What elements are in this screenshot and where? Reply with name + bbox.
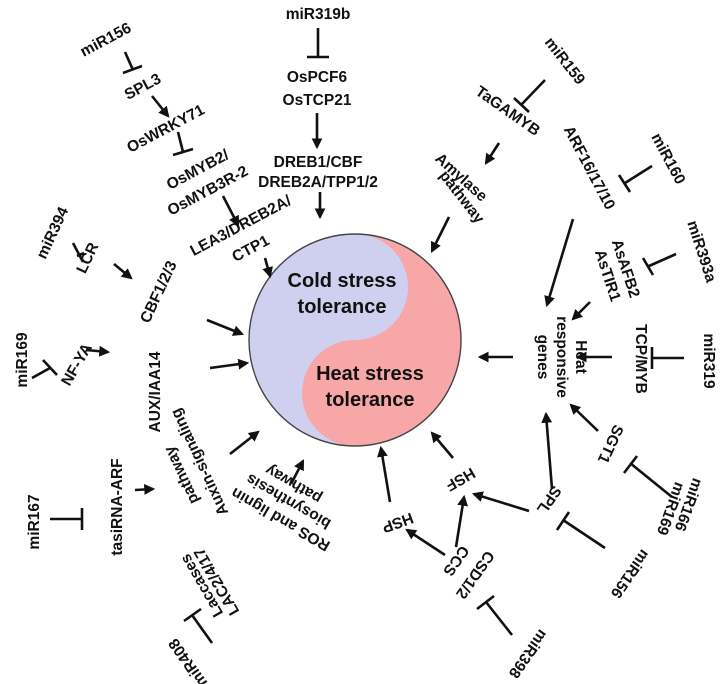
arrow-cbf-center [206, 318, 245, 336]
label-heat-a: Heat [572, 340, 589, 374]
inhibit-mir156-spl [555, 511, 606, 550]
arrow-spl-heatgenes [541, 411, 554, 490]
label-dreb1-b: DREB2A/TPP1/2 [258, 174, 378, 191]
center-outline [248, 233, 462, 447]
label-ostcp21: OsTCP21 [283, 92, 352, 109]
inhibit-mir167-tasirna [50, 508, 84, 530]
label-dreb1-a: DREB1/CBF [274, 154, 363, 171]
label-mir319-right: miR319 [700, 333, 717, 389]
label-arf16: ARF16/17/10 [560, 123, 618, 212]
arrow-hsp-center [377, 445, 392, 503]
inhibit-mir169-nfya [31, 359, 58, 380]
label-heat-b: responsive [553, 316, 570, 398]
label-spl-right: SPL [533, 482, 564, 516]
label-mir156-right: miR156 [607, 546, 653, 601]
label-oswrky71: OsWRKY71 [124, 101, 208, 156]
label-heat-c: genes [534, 335, 551, 380]
arrow-hsf-center [430, 431, 454, 459]
inhibit-oswrky71-osmyb2 [172, 131, 194, 157]
label-cbf: CBF1/2/3 [137, 258, 181, 326]
cold-label-1: Cold stress [288, 270, 397, 292]
label-sgt1: SGT1 [594, 422, 627, 466]
cold-label-2: tolerance [298, 296, 387, 318]
arrow-ccs-hsf [454, 494, 469, 548]
heat-label-2: tolerance [326, 389, 415, 411]
arrow-nfya-right [85, 345, 111, 357]
inhibit-mir166-sgt1 [622, 455, 673, 499]
inhibit-mir319-tcpmyb [650, 347, 684, 369]
arrow-sgt1-heatgenes [569, 403, 599, 432]
activation-arrows [85, 95, 612, 557]
label-nfya: NF-YA [58, 341, 96, 389]
inhibition-lines [31, 28, 684, 644]
arrow-lea3-cold [262, 257, 273, 279]
arrow-aux-center [209, 358, 250, 370]
arrow-ccs-hsp [405, 528, 446, 557]
label-lcr: LCR [73, 240, 102, 276]
label-mir159: miR159 [541, 34, 589, 88]
inhibit-mir398-csd [476, 594, 514, 636]
inhibit-mir394-lcr [71, 242, 85, 263]
arrow-amylase-center [430, 216, 451, 253]
arrow-arf16-heatgenes [544, 218, 575, 308]
arrow-auxin-center [229, 430, 260, 456]
label-mir393a: miR393a [683, 219, 719, 285]
label-hsf: HSF [443, 464, 478, 494]
arrow-tasirna-aux [134, 484, 156, 495]
heat-label-1: Heat stress [316, 363, 424, 385]
inhibit-mir160-arf16 [617, 164, 653, 193]
inhibit-mir393a-asafb2 [641, 252, 677, 276]
arrow-spl3-oswrky71 [150, 95, 170, 118]
label-tcpmyb: TCP/MYB [632, 324, 649, 394]
inhibit-mir319b-ospcf6 [307, 28, 329, 59]
label-tasirna: tasiRNA-ARF [109, 458, 126, 555]
arrow-tagamyb-amylase [484, 142, 501, 165]
label-mir169-left: miR169 [14, 332, 31, 388]
label-mir319b: miR319b [286, 6, 351, 23]
arrow-lcr-cbf [113, 262, 133, 280]
arrow-asafb2-heatgenes [571, 301, 591, 321]
label-mir394: miR394 [34, 204, 73, 262]
arrow-spl-hsf [471, 491, 530, 513]
label-mir160: miR160 [648, 131, 689, 188]
label-spl3: SPL3 [122, 70, 165, 103]
cold-half [249, 234, 408, 446]
yin-yang-center: Cold stress tolerance Heat stress tolera… [248, 233, 462, 447]
arrow-ros-center [289, 459, 305, 485]
label-ospcf6: OsPCF6 [287, 69, 348, 86]
inhibit-mir156-spl3 [122, 51, 143, 75]
inhibit-mir159-tagamyb [513, 79, 546, 113]
label-mir167: miR167 [26, 494, 43, 549]
label-aux-iaa14: AUX/IAA14 [147, 351, 164, 432]
arrow-osmyb2-lea3 [221, 195, 240, 227]
inhibit-mir408-laccases [183, 607, 214, 644]
label-mir408: miR408 [165, 635, 211, 684]
